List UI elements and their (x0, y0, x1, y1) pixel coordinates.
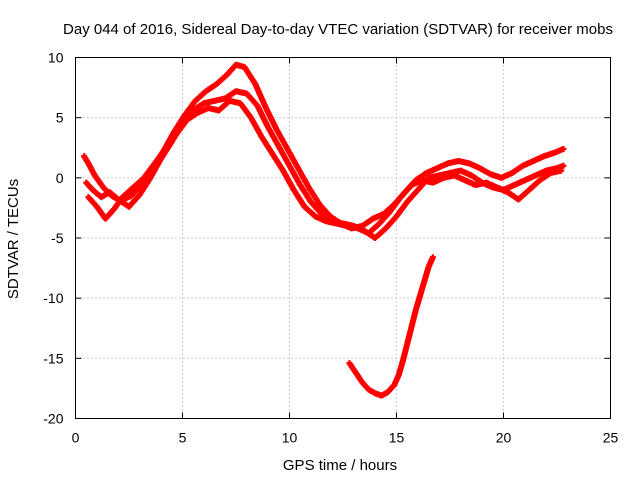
x-tick-label: 25 (603, 430, 619, 446)
y-tick-label: -20 (43, 411, 63, 427)
data-point (560, 162, 567, 169)
series-track-a (81, 61, 567, 232)
x-tick-label: 5 (179, 430, 187, 446)
x-tick-label: 15 (389, 430, 405, 446)
chart-title: Day 044 of 2016, Sidereal Day-to-day VTE… (63, 21, 613, 38)
series-track-d (346, 254, 436, 399)
data-point (560, 145, 567, 152)
y-tick-label: 5 (56, 110, 64, 126)
y-tick-label: 10 (48, 50, 64, 66)
y-tick-label: -5 (51, 230, 64, 246)
x-axis-label: GPS time / hours (283, 457, 397, 474)
y-tick-label: 0 (56, 170, 64, 186)
y-axis-label: SDTVAR / TECUs (5, 179, 22, 299)
grid (75, 57, 611, 419)
x-tick-label: 20 (496, 430, 512, 446)
y-tick-label: -10 (43, 290, 63, 306)
data-point (558, 167, 565, 174)
y-tick-label: -15 (43, 350, 63, 366)
axis-ticks (75, 57, 611, 419)
x-tick-label: 10 (282, 430, 298, 446)
data-points (81, 61, 567, 399)
data-point (429, 254, 436, 261)
series-track-c (85, 97, 565, 237)
tick-labels: 0 5 10 15 20 25 10 5 0 -5 -10 -15 -20 (43, 50, 618, 446)
x-tick-label: 0 (72, 430, 80, 446)
